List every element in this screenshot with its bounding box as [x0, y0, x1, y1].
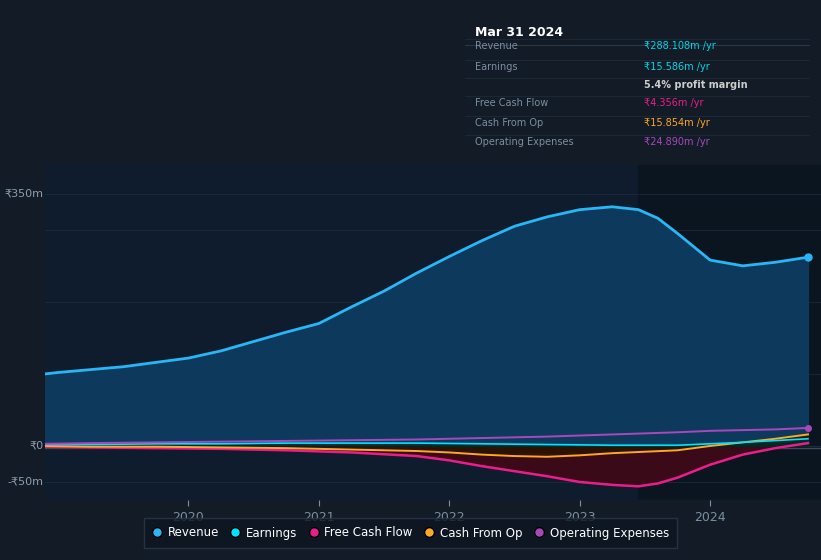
- Text: ₹24.890m /yr: ₹24.890m /yr: [644, 137, 710, 147]
- Text: ₹15.586m /yr: ₹15.586m /yr: [644, 62, 710, 72]
- Text: ₹15.854m /yr: ₹15.854m /yr: [644, 118, 710, 128]
- Text: ₹288.108m /yr: ₹288.108m /yr: [644, 41, 716, 51]
- Legend: Revenue, Earnings, Free Cash Flow, Cash From Op, Operating Expenses: Revenue, Earnings, Free Cash Flow, Cash …: [144, 518, 677, 548]
- Text: ₹0: ₹0: [30, 441, 44, 451]
- Text: -₹50m: -₹50m: [7, 477, 44, 487]
- Text: Earnings: Earnings: [475, 62, 518, 72]
- Text: Cash From Op: Cash From Op: [475, 118, 544, 128]
- Text: Operating Expenses: Operating Expenses: [475, 137, 574, 147]
- Text: 5.4% profit margin: 5.4% profit margin: [644, 80, 748, 90]
- Bar: [639, 165, 821, 500]
- Text: Revenue: Revenue: [475, 41, 518, 51]
- Text: Mar 31 2024: Mar 31 2024: [475, 26, 563, 39]
- Text: ₹350m: ₹350m: [4, 189, 44, 199]
- Text: ₹4.356m /yr: ₹4.356m /yr: [644, 98, 704, 108]
- Text: Free Cash Flow: Free Cash Flow: [475, 98, 548, 108]
